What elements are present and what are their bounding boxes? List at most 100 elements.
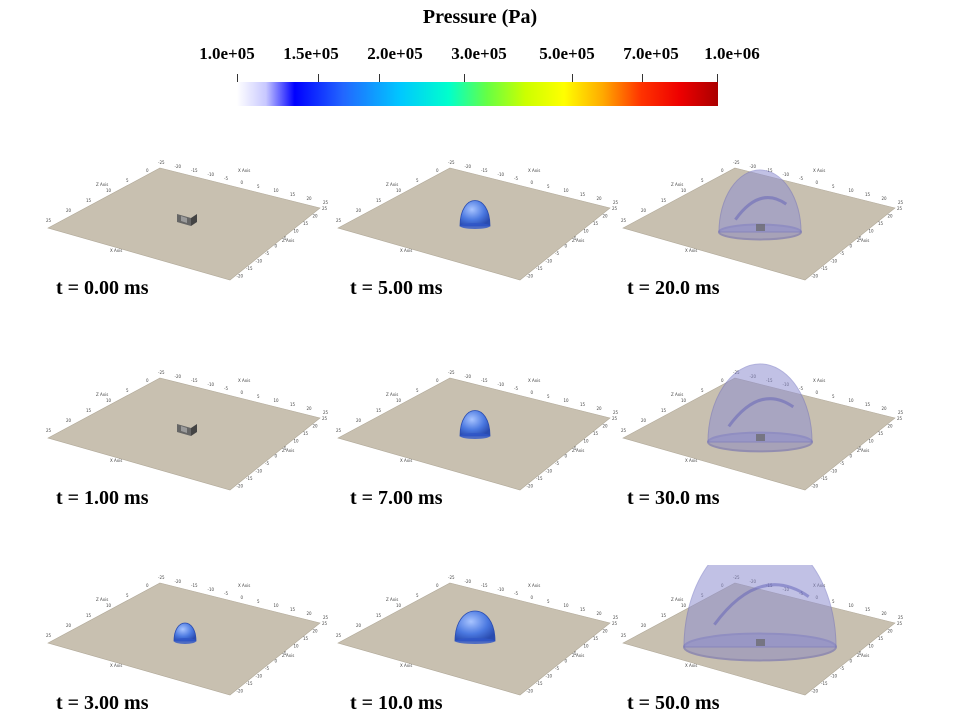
axis-tick-label: 25 (898, 615, 904, 620)
axis-tick-label: -20 (465, 579, 472, 584)
colorbar-tick-label: 7.0e+05 (623, 44, 679, 63)
axis-tick-label: 10 (681, 603, 687, 608)
axis-tick-label: 0 (436, 583, 439, 588)
axis-tick-label: -15 (536, 266, 543, 271)
axis-tick-label: 5 (859, 651, 862, 656)
axis-tick-label: 5 (574, 446, 577, 451)
axis-tick-label: 10 (564, 188, 570, 193)
axis-tick-label: 5 (284, 236, 287, 241)
axis-tick-label: -5 (265, 461, 269, 466)
axis-tick-label: 0 (850, 454, 853, 459)
axis-tick-label: -5 (555, 461, 559, 466)
axis-tick-label: 15 (290, 402, 296, 407)
colorbar-tick (717, 74, 718, 86)
axis-tick-label: -20 (465, 374, 472, 379)
axis-tick-label: 15 (376, 613, 382, 618)
axis-tick-label: -10 (831, 259, 838, 264)
axis-tick-label: 5 (284, 651, 287, 656)
axis-tick-label: 10 (849, 603, 855, 608)
axis-tick-label: 25 (322, 621, 328, 626)
axis-title: Z Axis (671, 392, 683, 397)
axis-tick-label: 15 (661, 408, 667, 413)
axis-tick-label: 5 (284, 446, 287, 451)
colorbar-tick-label: 1.5e+05 (283, 44, 339, 63)
axis-tick-label: 25 (613, 200, 619, 205)
axis-tick-label: 20 (66, 208, 72, 213)
colorbar-tick (318, 74, 319, 86)
colorbar-tick-label: 2.0e+05 (367, 44, 423, 63)
axis-title: Z Axis (671, 182, 683, 187)
axis-title: Z Axis (96, 392, 108, 397)
axis-tick-label: 25 (621, 633, 627, 638)
axis-tick-label: 10 (849, 398, 855, 403)
axis-tick-label: -5 (799, 176, 803, 181)
axis-tick-label: 20 (888, 629, 894, 634)
axis-tick-label: 0 (275, 454, 278, 459)
axis-title: X Axis (400, 248, 412, 253)
time-label: t = 50.0 ms (627, 692, 720, 714)
axis-title: Z Axis (96, 182, 108, 187)
axis-tick-label: -20 (812, 484, 819, 489)
axis-tick-label: 25 (898, 410, 904, 415)
axis-tick-label: -20 (527, 274, 534, 279)
axis-tick-label: 0 (721, 378, 724, 383)
axis-tick-label: 0 (565, 244, 568, 249)
axis-tick-label: -15 (191, 583, 198, 588)
simulation-panel: -25-20-15-10-505101520252520151050-5-10-… (605, 360, 905, 510)
axis-tick-label: 0 (146, 583, 149, 588)
axis-tick-label: -15 (536, 681, 543, 686)
axis-tick-label: -25 (158, 575, 165, 580)
axis-title: Z Axis (572, 653, 584, 658)
axis-title: Z Axis (857, 238, 869, 243)
axis-tick-label: -25 (448, 160, 455, 165)
axis-title: Z Axis (282, 448, 294, 453)
axis-tick-label: -15 (821, 266, 828, 271)
axis-tick-label: 20 (66, 623, 72, 628)
axis-tick-label: 20 (888, 424, 894, 429)
panel-scene: -25-20-15-10-505101520252520151050-5-10-… (46, 370, 329, 491)
panel-scene: -25-20-15-10-505101520252520151050-5-10-… (336, 575, 619, 696)
axis-tick-label: -5 (514, 591, 518, 596)
pressure-bubble (459, 200, 491, 229)
obstacle-block (177, 424, 197, 436)
axis-title: X Axis (238, 583, 250, 588)
axis-tick-label: -15 (191, 378, 198, 383)
axis-tick-label: -10 (546, 469, 553, 474)
axis-title: Z Axis (96, 597, 108, 602)
axis-title: Z Axis (386, 392, 398, 397)
axis-tick-label: 10 (564, 398, 570, 403)
axis-tick-label: -5 (799, 386, 803, 391)
axis-tick-label: -10 (256, 674, 263, 679)
axis-tick-label: 10 (274, 398, 280, 403)
axis-tick-label: -5 (555, 666, 559, 671)
axis-tick-label: 25 (323, 200, 329, 205)
axis-tick-label: 20 (597, 406, 603, 411)
axis-tick-label: 25 (336, 218, 342, 223)
axis-tick-label: -10 (498, 172, 505, 177)
axis-tick-label: 5 (416, 593, 419, 598)
axis-tick-label: 0 (275, 659, 278, 664)
axis-tick-label: -15 (481, 168, 488, 173)
axis-tick-label: 25 (336, 633, 342, 638)
axis-tick-label: -20 (812, 689, 819, 694)
axis-tick-label: -10 (498, 587, 505, 592)
axis-tick-label: 0 (816, 390, 819, 395)
axis-tick-label: 25 (612, 416, 618, 421)
axis-tick-label: 5 (126, 178, 129, 183)
panel-scene: -25-20-15-10-505101520252520151050-5-10-… (46, 160, 329, 281)
axis-tick-label: -5 (265, 666, 269, 671)
axis-tick-label: 5 (547, 394, 550, 399)
colorbar-tick-label: 5.0e+05 (539, 44, 595, 63)
axis-tick-label: -25 (158, 160, 165, 165)
axis-title: Z Axis (857, 653, 869, 658)
axis-tick-label: 5 (257, 599, 260, 604)
axis-title: X Axis (685, 248, 697, 253)
axis-tick-label: 5 (574, 651, 577, 656)
axis-tick-label: -20 (237, 274, 244, 279)
axis-tick-label: 5 (859, 236, 862, 241)
axis-tick-label: 5 (547, 599, 550, 604)
pressure-bubble (173, 622, 197, 644)
axis-tick-label: 0 (531, 180, 534, 185)
